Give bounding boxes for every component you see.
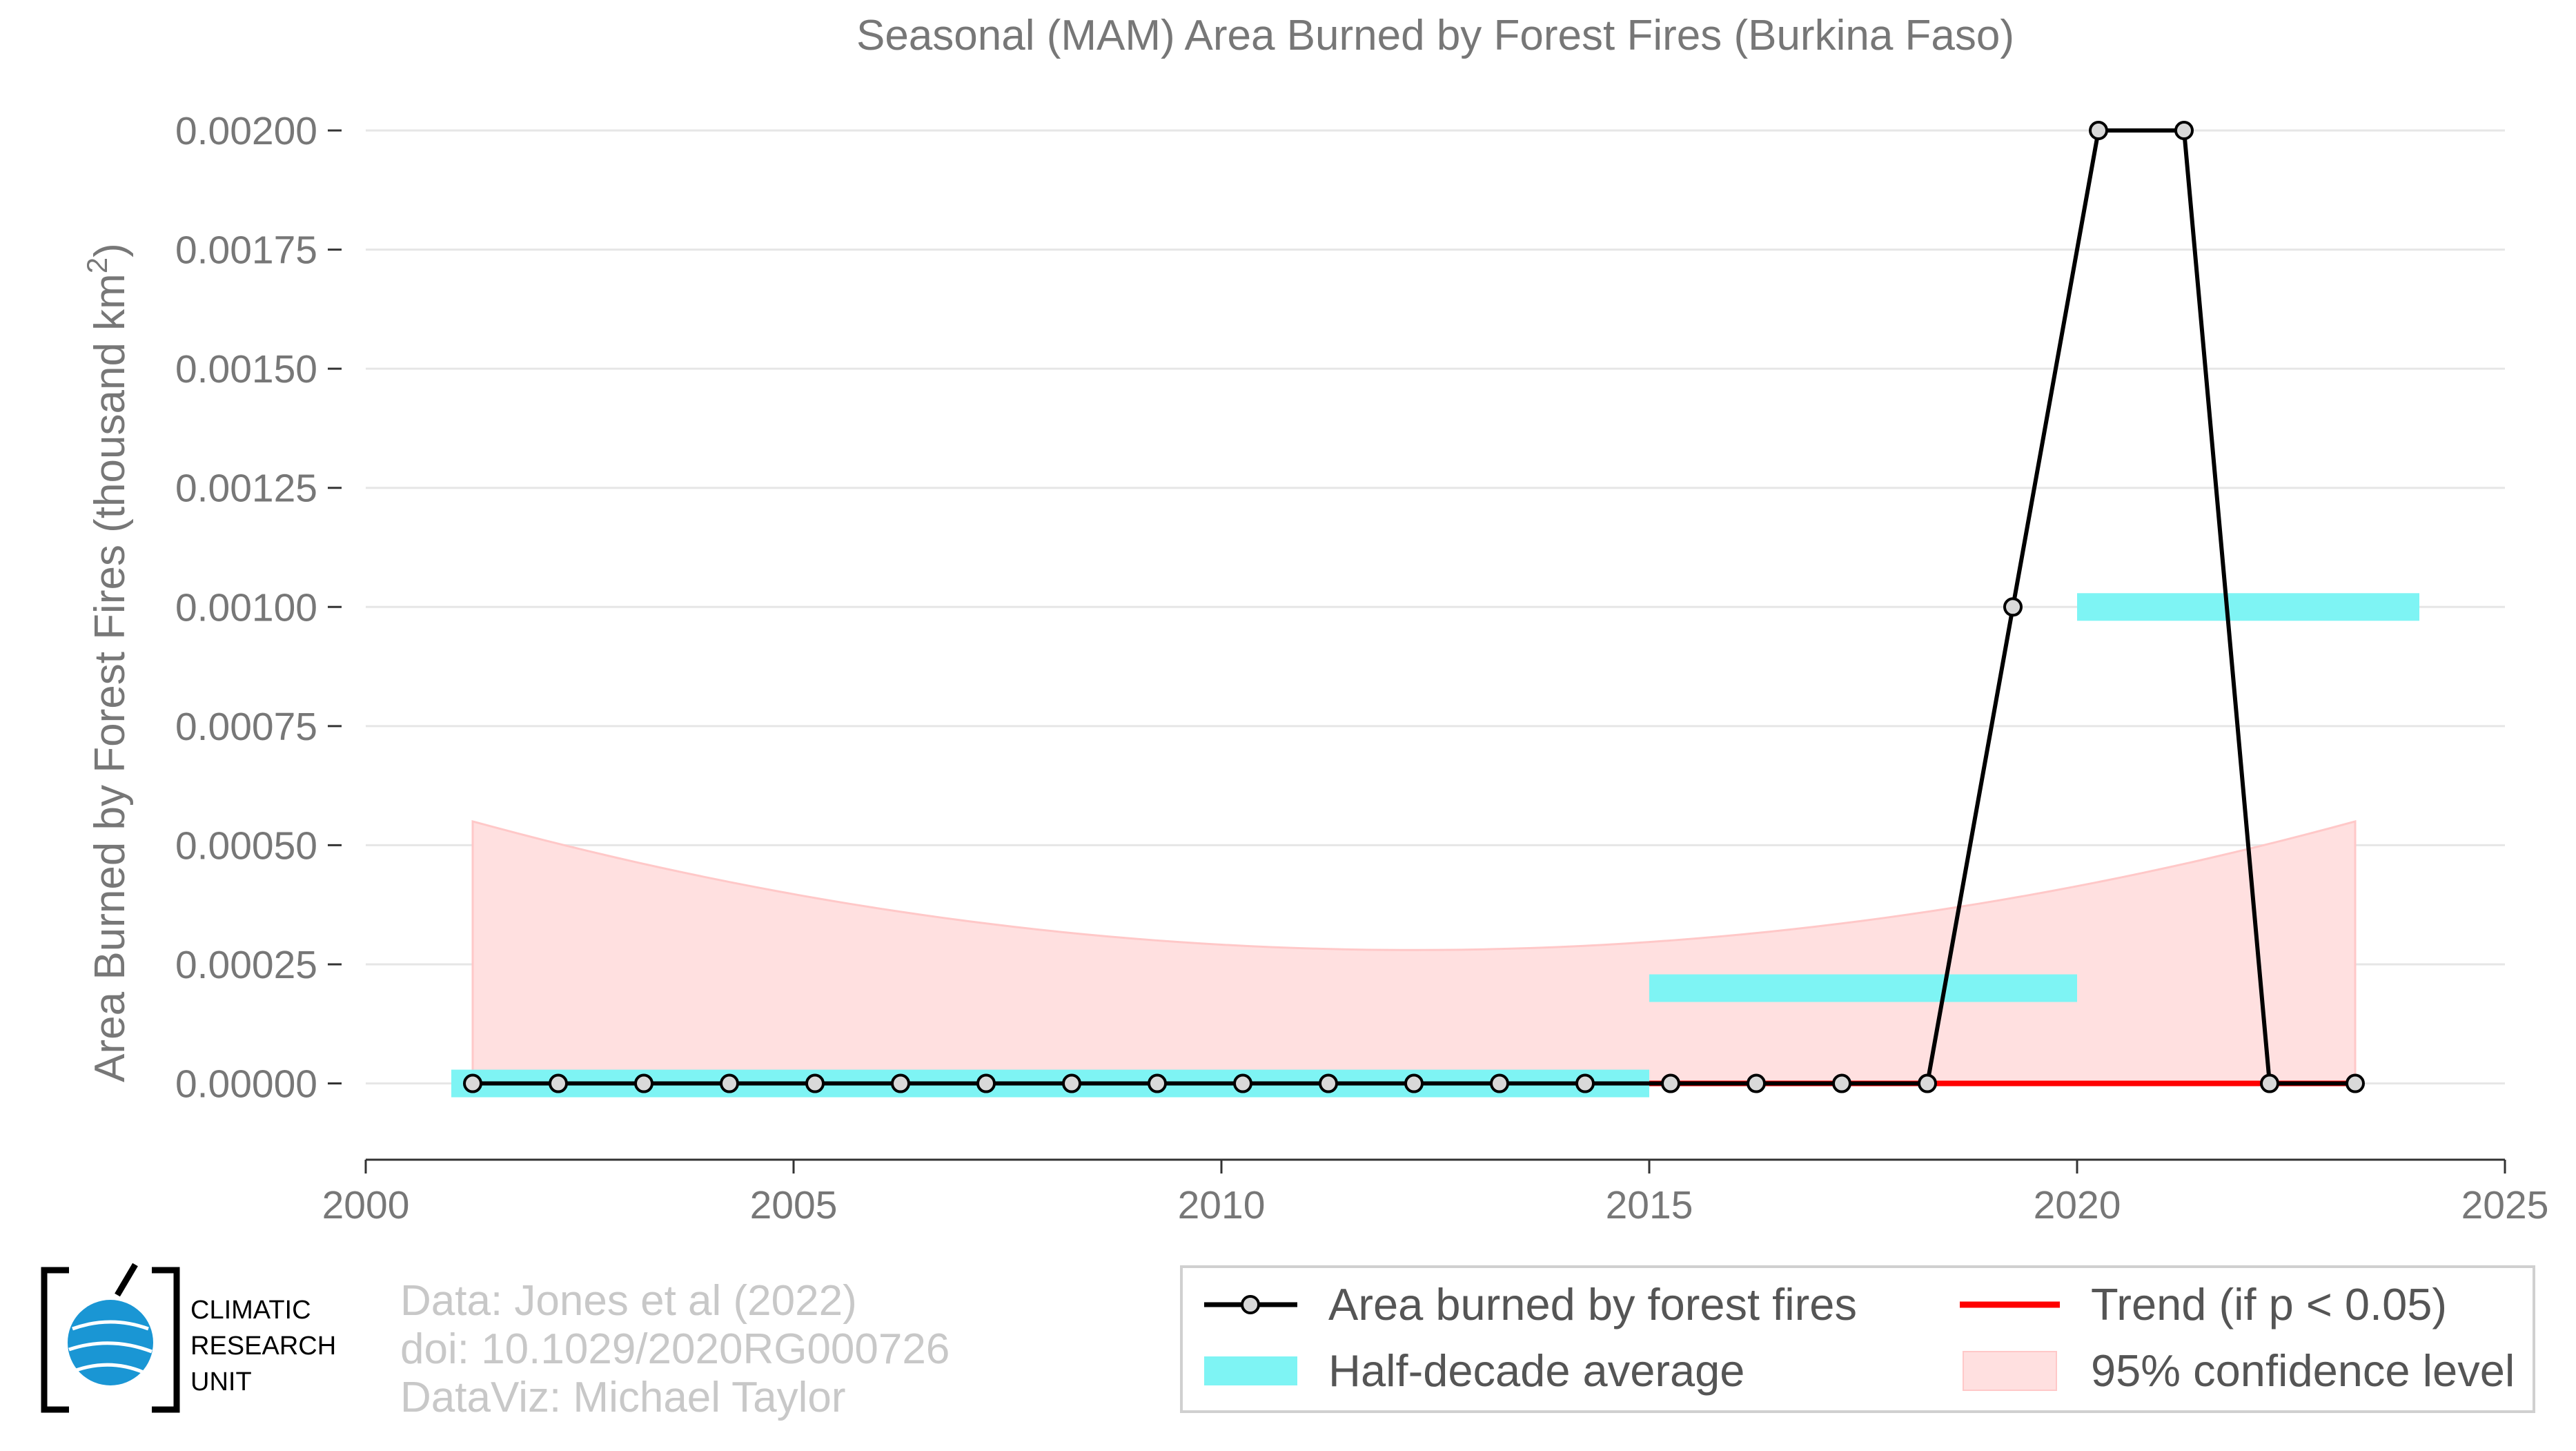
data-point-8 bbox=[1148, 1073, 1167, 1093]
legend-label-halfdecade: Half-decade average bbox=[1328, 1345, 1744, 1396]
y-tick-label-4: 0.00100 bbox=[175, 585, 317, 630]
y-tick-label-5: 0.00125 bbox=[175, 467, 317, 511]
x-tick-label-0: 2000 bbox=[322, 1183, 410, 1227]
data-point-12 bbox=[1490, 1073, 1509, 1093]
logo-line-1: CLIMATIC bbox=[190, 1296, 311, 1325]
data-point-9 bbox=[1233, 1073, 1252, 1093]
data-point-2 bbox=[634, 1073, 653, 1093]
data-point-1 bbox=[549, 1073, 568, 1093]
legend-box bbox=[1180, 1265, 2535, 1413]
data-point-5 bbox=[891, 1073, 910, 1093]
x-tick-label-3: 2015 bbox=[1606, 1183, 1693, 1227]
x-tick-label-1: 2005 bbox=[750, 1183, 838, 1227]
logo-slash bbox=[115, 1263, 138, 1297]
half-decade-bar-1 bbox=[1649, 974, 2077, 1002]
data-point-14 bbox=[1661, 1073, 1680, 1093]
confidence-area bbox=[471, 819, 2357, 1085]
y-tick-label-6: 0.00150 bbox=[175, 347, 317, 391]
legend-label-confidence: 95% confidence level bbox=[2091, 1345, 2515, 1396]
data-point-11 bbox=[1404, 1073, 1424, 1093]
credit-dataviz: DataViz: Michael Taylor bbox=[400, 1374, 846, 1421]
y-axis-label-superscript: 2 bbox=[81, 257, 113, 273]
half-decade-bar-2 bbox=[2077, 593, 2419, 621]
legend-label-area: Area burned by forest fires bbox=[1328, 1279, 1857, 1330]
legend-marker-swatch bbox=[1241, 1295, 1260, 1314]
logo-bracket-right bbox=[152, 1267, 180, 1413]
data-point-7 bbox=[1062, 1073, 1081, 1093]
logo-line-2: RESEARCH bbox=[190, 1332, 336, 1361]
y-axis-label-end: ) bbox=[86, 243, 134, 257]
confidence-band bbox=[471, 819, 2357, 1085]
data-point-3 bbox=[720, 1073, 739, 1093]
y-axis-label-main: Area Burned by Forest Fires (thousand km bbox=[86, 273, 134, 1082]
legend-halfdecade-swatch bbox=[1204, 1356, 1297, 1385]
data-point-16 bbox=[1832, 1073, 1851, 1093]
logo-line-3: UNIT bbox=[190, 1367, 252, 1396]
x-tick-label-4: 2020 bbox=[2034, 1183, 2121, 1227]
data-point-19 bbox=[2089, 121, 2108, 141]
y-tick-label-0: 0.00000 bbox=[175, 1062, 317, 1107]
y-tick-label-3: 0.00075 bbox=[175, 705, 317, 749]
y-axis-label: Area Burned by Forest Fires (thousand km… bbox=[81, 243, 134, 1082]
data-point-13 bbox=[1575, 1073, 1595, 1093]
y-tick-label-2: 0.00050 bbox=[175, 824, 317, 868]
x-ticks: 2000 2005 2010 2015 2020 2025 bbox=[322, 1160, 2549, 1227]
data-point-17 bbox=[1918, 1073, 1937, 1093]
legend: Area burned by forest fires Trend (if p … bbox=[1180, 1265, 2535, 1413]
credit-doi: doi: 10.1029/2020RG000726 bbox=[400, 1325, 950, 1373]
data-point-20 bbox=[2174, 121, 2194, 141]
logo-bracket-left bbox=[41, 1267, 69, 1413]
x-tick-label-2: 2010 bbox=[1178, 1183, 1266, 1227]
legend-confidence-swatch bbox=[1963, 1351, 2057, 1391]
credit-data: Data: Jones et al (2022) bbox=[400, 1277, 857, 1325]
y-ticks: 0.00000 0.00025 0.00050 0.00075 0.00100 0.001… bbox=[175, 109, 342, 1107]
legend-label-trend: Trend (if p < 0.05) bbox=[2091, 1279, 2447, 1330]
y-tick-label-7: 0.00175 bbox=[175, 228, 317, 273]
data-point-21 bbox=[2260, 1073, 2279, 1093]
data-point-15 bbox=[1747, 1073, 1766, 1093]
data-point-6 bbox=[976, 1073, 996, 1093]
data-point-10 bbox=[1319, 1073, 1338, 1093]
series-layer bbox=[463, 121, 2365, 1093]
x-tick-label-5: 2025 bbox=[2461, 1183, 2549, 1227]
y-tick-label-8: 0.00200 bbox=[175, 109, 317, 153]
chart-title: Seasonal (MAM) Area Burned by Forest Fir… bbox=[856, 12, 2014, 59]
globe-icon bbox=[68, 1300, 153, 1385]
data-point-18 bbox=[2003, 597, 2023, 617]
data-point-0 bbox=[463, 1073, 482, 1093]
y-tick-label-1: 0.00025 bbox=[175, 943, 317, 987]
data-point-4 bbox=[805, 1073, 825, 1093]
cru-logo: CLIMATIC RESEARCH UNIT bbox=[41, 1263, 336, 1413]
data-point-22 bbox=[2346, 1073, 2365, 1093]
